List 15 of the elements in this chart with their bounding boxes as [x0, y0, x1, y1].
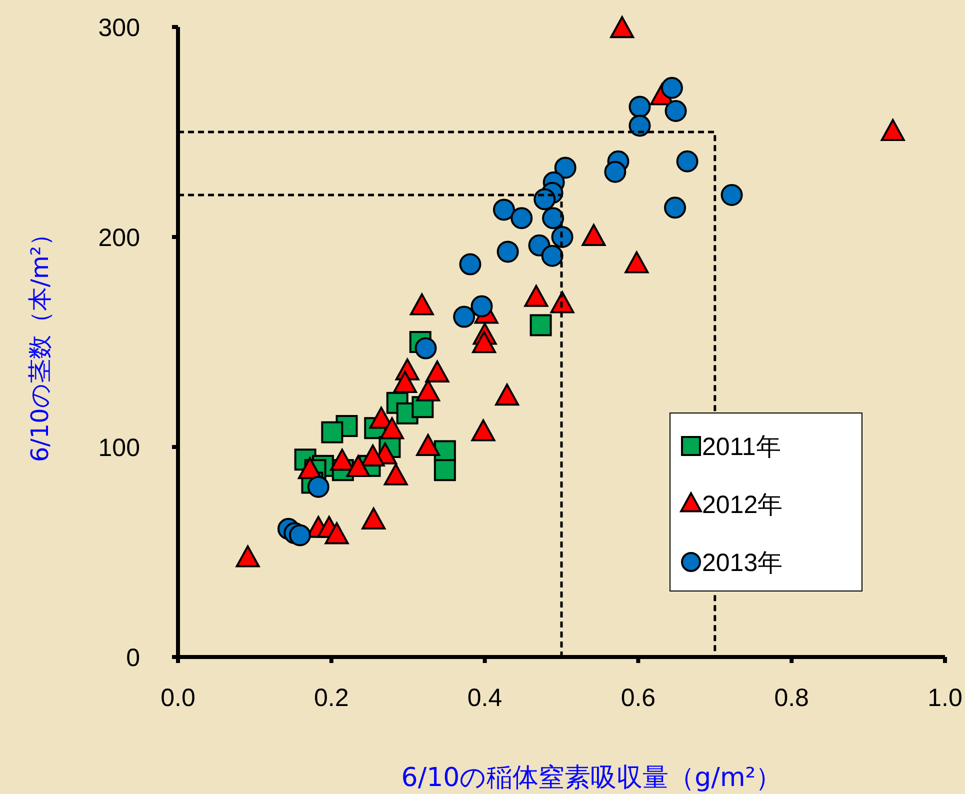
x-tick-label: 0.8 — [774, 684, 809, 712]
x-tick-label: 0.6 — [620, 684, 656, 712]
y-axis-title: 6/10の茎数（本/m²） — [26, 222, 54, 462]
x-tick-label: 0.2 — [314, 684, 349, 712]
x-tick-label: 0.4 — [467, 684, 502, 712]
x-axis-title: 6/10の稲体窒素吸収量（g/m²） — [401, 763, 782, 793]
x-tick-label: 1.0 — [928, 684, 962, 712]
y-tick-label: 200 — [98, 224, 140, 252]
y-tick-label: 300 — [98, 14, 140, 42]
y-tick-label: 0 — [126, 644, 140, 672]
legend-label: 2012年 — [702, 491, 783, 519]
x-tick-label: 0.0 — [160, 684, 196, 712]
legend-label: 2013年 — [702, 549, 783, 577]
y-tick-label: 100 — [98, 434, 140, 462]
legend-label: 2011年 — [702, 433, 781, 461]
